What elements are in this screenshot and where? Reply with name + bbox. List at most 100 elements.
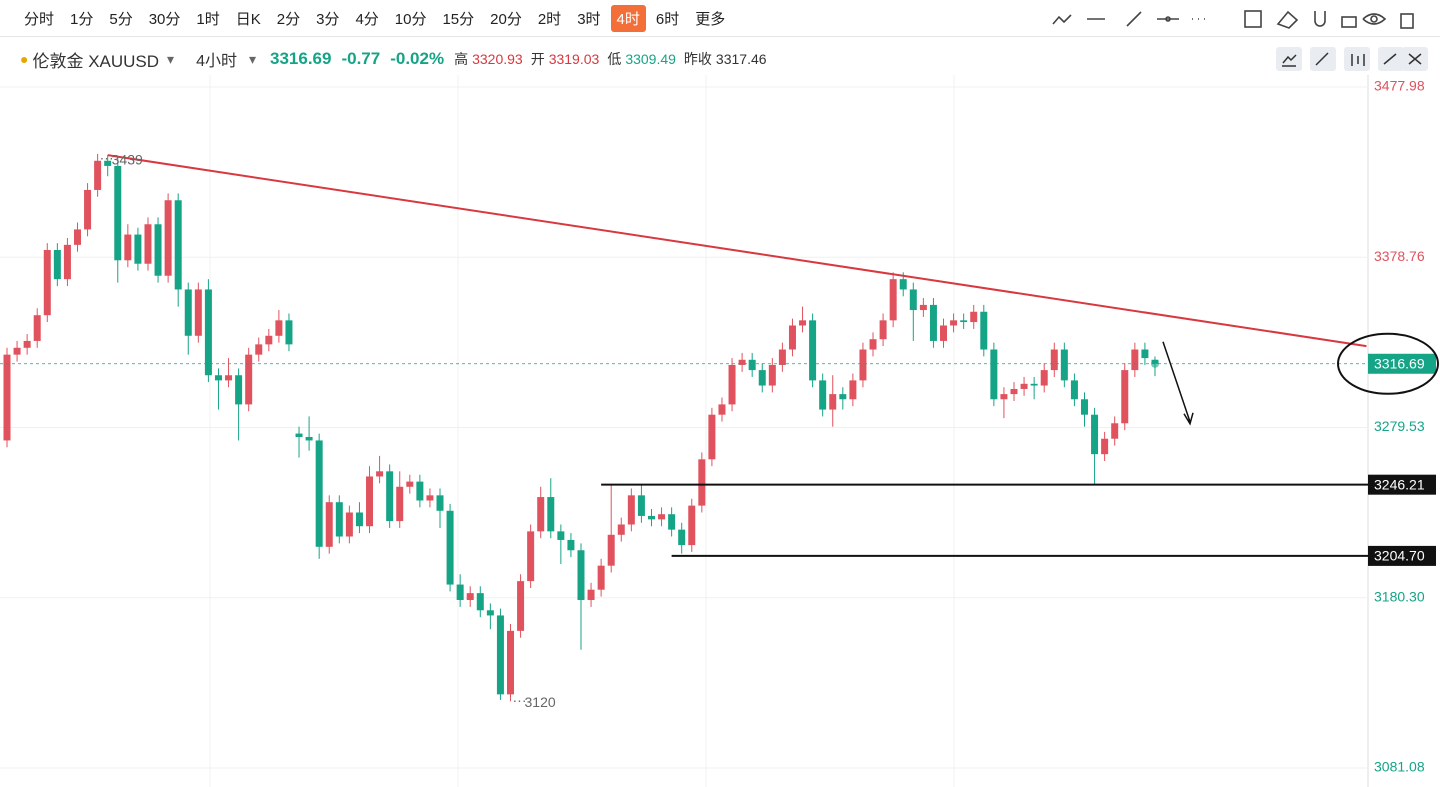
period-button[interactable]: 2分 <box>276 10 301 28</box>
min-label: 3120 <box>525 694 556 710</box>
candle-body <box>225 375 233 381</box>
period-button[interactable]: 4时 <box>610 4 646 32</box>
period-button[interactable]: 30分 <box>148 10 181 28</box>
candle-body <box>3 354 11 441</box>
period-button[interactable]: 1分 <box>70 10 94 28</box>
candle-body <box>748 359 756 371</box>
period-button[interactable]: 日K <box>235 10 261 28</box>
candle-body <box>788 325 796 350</box>
candle-body <box>53 249 61 280</box>
candle-body <box>1141 349 1149 359</box>
candle-body <box>376 471 384 477</box>
period-button[interactable]: 20分 <box>490 10 522 28</box>
candle-body <box>809 320 817 381</box>
last-price-tag <box>1368 353 1436 374</box>
period-button[interactable]: 3时 <box>577 10 601 28</box>
low-label: 低 <box>607 51 622 67</box>
candle-body <box>929 304 937 341</box>
max-label: 3439 <box>112 152 143 168</box>
symbol-header: ● 伦敦金 XAUUSD ▾ 4小时 ▾ 3316.69 -0.77 -0.02… <box>0 45 771 73</box>
candle-body <box>446 510 454 585</box>
chart-tools <box>1276 47 1428 71</box>
candle-body <box>154 224 162 276</box>
candle-body <box>335 502 343 537</box>
candle-body <box>1060 349 1068 381</box>
level-label: 3246.21 <box>1374 476 1425 492</box>
candle-body <box>345 512 353 537</box>
candle-body <box>970 311 978 323</box>
period-button[interactable]: 5分 <box>109 10 133 28</box>
candle-body <box>637 495 645 516</box>
candle-body <box>990 349 998 400</box>
candle-body <box>486 610 494 616</box>
candle-body <box>768 364 776 386</box>
candle-body <box>819 380 827 410</box>
symbol[interactable]: 伦敦金 XAUUSD <box>32 51 160 71</box>
candle-body <box>960 320 968 323</box>
y-tick-label: 3279.53 <box>1374 418 1425 434</box>
candle-body <box>426 495 434 501</box>
candle-body <box>33 315 41 341</box>
period-button[interactable]: 分时 <box>24 10 55 28</box>
candle-body <box>909 289 917 311</box>
change: -0.77 <box>341 49 381 68</box>
candle-body <box>668 514 676 530</box>
period-button[interactable]: 6时 <box>655 10 680 28</box>
candle-body <box>557 531 565 540</box>
high-label: 高 <box>454 51 469 67</box>
level-label: 3204.70 <box>1374 548 1425 564</box>
candle-body <box>607 534 615 566</box>
period-button[interactable]: 4分 <box>355 10 379 28</box>
y-tick-label: 3477.98 <box>1374 78 1425 94</box>
candle-body <box>799 320 807 326</box>
candle-body <box>194 289 202 336</box>
candle-body <box>285 320 293 345</box>
candle-body <box>869 339 877 350</box>
candle-body <box>507 630 514 695</box>
y-tick-label: 3378.76 <box>1374 248 1425 264</box>
level-tag <box>1368 545 1436 566</box>
candle-body <box>527 531 535 582</box>
period[interactable]: 4小时 <box>196 53 237 70</box>
period-button[interactable]: 更多 <box>695 10 726 28</box>
min-dots: ··· <box>513 692 527 708</box>
open: 3319.03 <box>548 51 600 67</box>
candle-body <box>114 165 122 261</box>
period-button[interactable]: 15分 <box>442 10 475 28</box>
candle-body <box>597 565 605 590</box>
candle-body <box>728 364 736 405</box>
caret: ▾ <box>248 50 257 67</box>
candle-body <box>889 279 897 321</box>
candle-body <box>879 320 887 340</box>
period-button[interactable]: 1时 <box>196 10 220 28</box>
caret: ▾ <box>167 50 175 67</box>
candle-body <box>315 440 323 547</box>
period-button[interactable]: 3分 <box>316 10 340 28</box>
candle-body <box>658 514 666 520</box>
candle-body <box>1101 438 1109 455</box>
period-toolbar: 分时 1分 5分 30分 1时 日K 2分 3分 4分 10分 15分 20分 2时 3时 4时 6时 更多 <box>0 0 1440 37</box>
period-button[interactable]: 2时 <box>537 10 562 28</box>
candle-body <box>204 289 212 376</box>
candle-body <box>829 394 837 410</box>
candle-body <box>94 160 102 190</box>
draw-tools <box>1052 10 1414 29</box>
candle-body <box>738 359 746 365</box>
level-tag <box>1368 474 1436 495</box>
gold-icon: ● <box>20 51 29 67</box>
candle-body <box>859 349 867 381</box>
candle-body <box>73 229 81 245</box>
candle-body <box>688 505 696 546</box>
candle-body <box>456 584 464 600</box>
last-price-label: 3316.69 <box>1374 355 1425 371</box>
period-button[interactable]: 10分 <box>394 10 427 28</box>
candle-body <box>1080 399 1088 415</box>
candle-body <box>436 495 444 511</box>
candle-body <box>627 495 635 525</box>
trend-line <box>107 154 1367 348</box>
candle-body <box>1091 414 1099 455</box>
candle-body <box>164 200 172 276</box>
candle-body <box>396 486 404 522</box>
annotation-arrow <box>1162 341 1194 426</box>
